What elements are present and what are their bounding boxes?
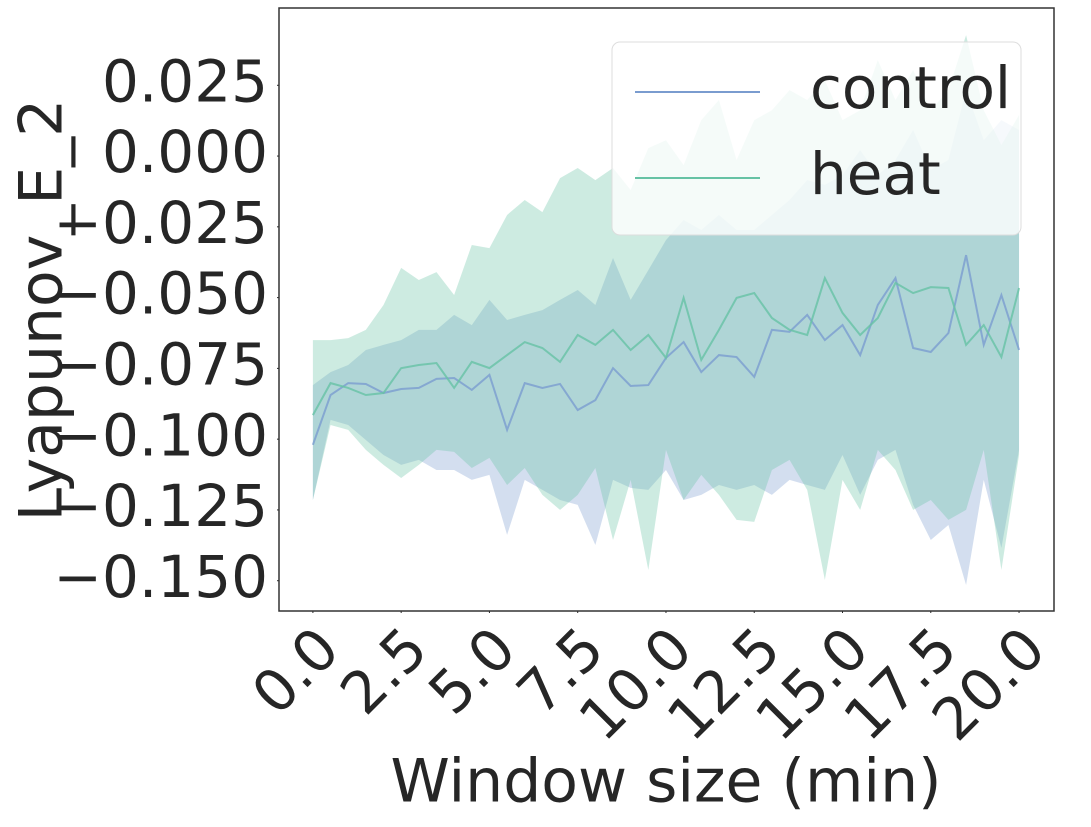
- y-tick-label: −0.150: [53, 543, 268, 611]
- x-axis-label: Window size (min): [390, 747, 941, 817]
- y-tick-label: 0.000: [102, 118, 268, 186]
- legend: control heat: [611, 41, 1022, 236]
- y-tick-label: −0.125: [53, 472, 268, 540]
- y-tick-label: 0.025: [102, 47, 268, 115]
- y-tick-label: −0.100: [53, 401, 268, 469]
- legend-box: [611, 41, 1022, 236]
- legend-label: control: [810, 54, 1011, 122]
- y-tick-label: −0.075: [53, 330, 268, 398]
- legend-label: heat: [810, 140, 941, 208]
- line: [312, 275, 1021, 416]
- y-tick-label: −0.025: [53, 189, 268, 257]
- y-axis-label: Lyapunov_E_2: [7, 99, 77, 522]
- plot-frame: [278, 7, 1055, 612]
- y-tick-label: −0.050: [53, 260, 268, 328]
